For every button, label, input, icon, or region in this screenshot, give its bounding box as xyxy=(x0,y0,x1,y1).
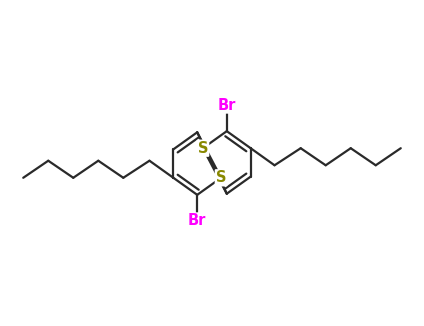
Text: Br: Br xyxy=(188,214,206,229)
Text: Br: Br xyxy=(218,97,236,112)
Text: S: S xyxy=(216,170,226,185)
Text: S: S xyxy=(198,141,208,156)
